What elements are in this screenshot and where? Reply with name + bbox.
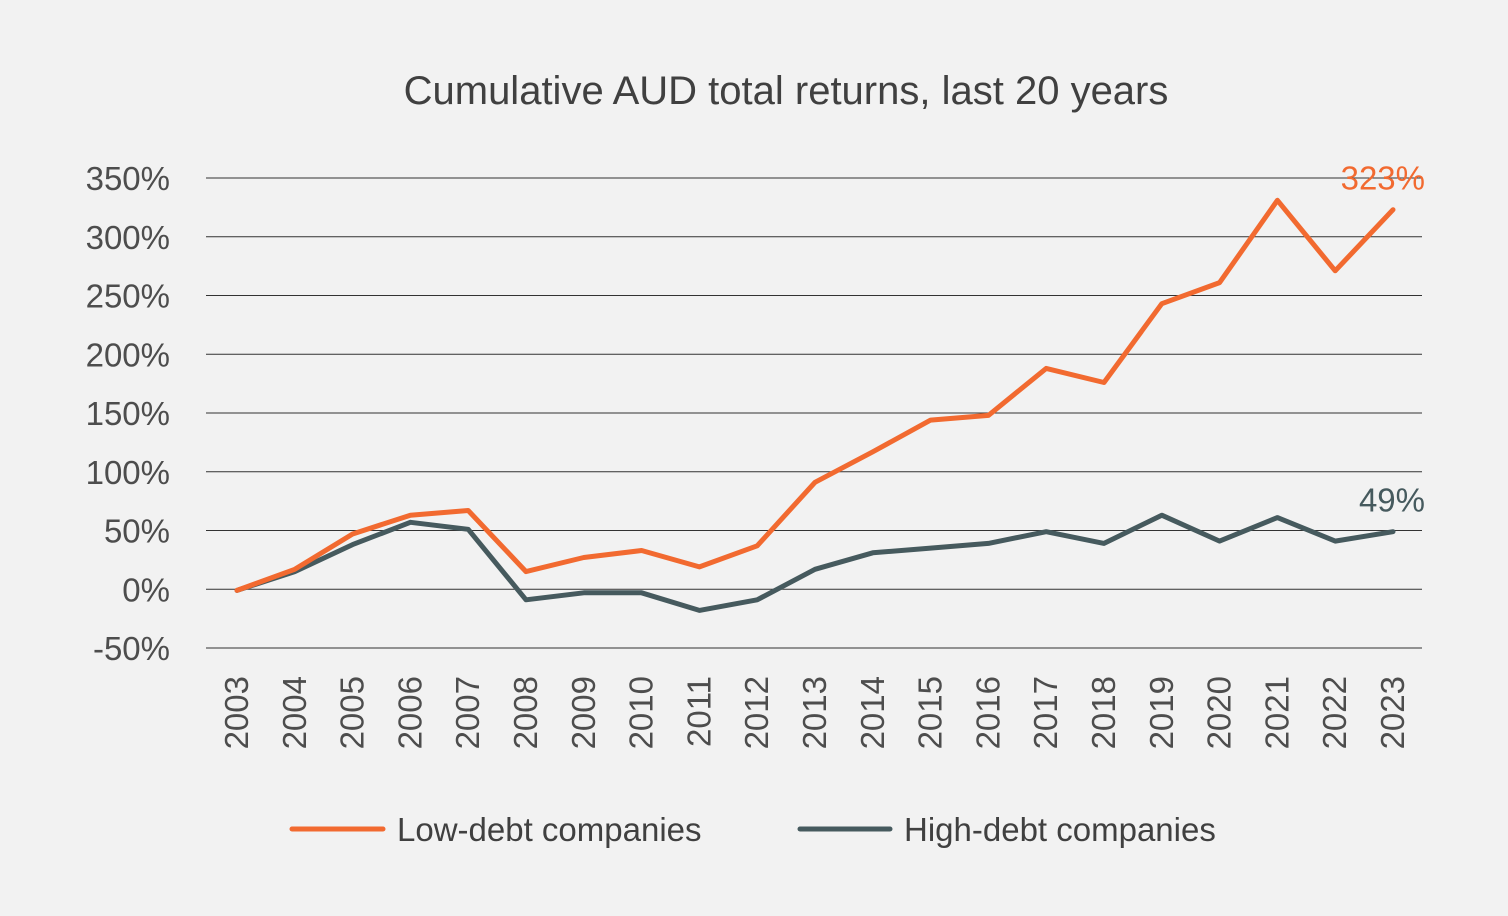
x-tick-label: 2022 <box>1316 676 1353 749</box>
y-tick-label: 0% <box>122 571 170 608</box>
y-tick-label: 200% <box>86 336 170 373</box>
x-tick-label: 2004 <box>276 676 313 749</box>
x-axis-tick-labels: 2003 2004 2005 2006 2007 2008 2009 2010 2011 2012… <box>218 676 1411 749</box>
series-lines <box>234 197 1396 613</box>
legend: Low-debt companies High-debt companies <box>289 811 1216 848</box>
x-tick-label: 2021 <box>1258 676 1295 749</box>
legend-label-high-debt: High-debt companies <box>904 811 1216 848</box>
x-tick-label: 2014 <box>854 676 891 749</box>
x-tick-label: 2017 <box>1027 676 1064 749</box>
x-tick-label: 2015 <box>912 676 949 749</box>
x-tick-label: 2009 <box>565 676 602 749</box>
x-tick-label: 2012 <box>738 676 775 749</box>
x-tick-label: 2016 <box>969 676 1006 749</box>
end-label-high-debt: 49% <box>1359 482 1425 519</box>
x-tick-label: 2010 <box>623 676 660 749</box>
x-tick-label: 2020 <box>1201 676 1238 749</box>
y-axis-tick-labels: -50% 0% 50% 100% 150% 200% 250% 300% 350% <box>86 160 170 667</box>
y-tick-label: 350% <box>86 160 170 197</box>
x-tick-label: 2023 <box>1374 676 1411 749</box>
series-line-low-debt <box>234 197 1396 593</box>
x-tick-label: 2019 <box>1143 676 1180 749</box>
chart-title: Cumulative AUD total returns, last 20 ye… <box>404 69 1169 113</box>
y-tick-label: 300% <box>86 219 170 256</box>
gridlines <box>206 177 1422 649</box>
x-tick-label: 2018 <box>1085 676 1122 749</box>
x-tick-label: 2003 <box>218 676 255 749</box>
y-tick-label: -50% <box>93 630 170 667</box>
x-tick-label: 2011 <box>680 676 717 747</box>
x-tick-label: 2013 <box>796 676 833 749</box>
x-tick-label: 2005 <box>334 676 371 749</box>
x-tick-label: 2006 <box>391 676 428 749</box>
y-tick-label: 250% <box>86 278 170 315</box>
series-line-high-debt <box>234 512 1396 613</box>
y-tick-label: 50% <box>104 513 170 550</box>
end-label-low-debt: 323% <box>1341 160 1425 197</box>
x-tick-label: 2007 <box>449 676 486 749</box>
end-labels: 323% 49% <box>1341 160 1425 519</box>
legend-label-low-debt: Low-debt companies <box>397 811 702 848</box>
y-tick-label: 150% <box>86 395 170 432</box>
x-tick-label: 2008 <box>507 676 544 749</box>
y-tick-label: 100% <box>86 454 170 491</box>
